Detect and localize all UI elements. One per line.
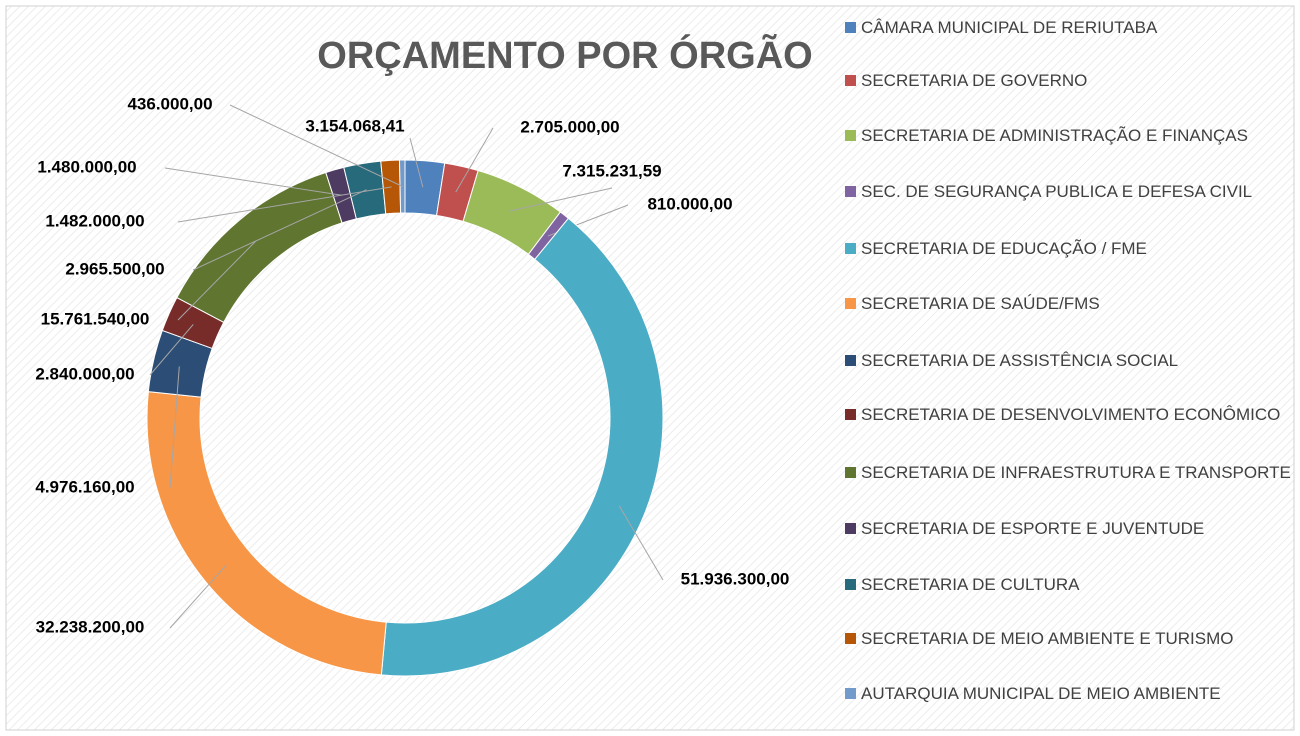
legend-entry: SECRETARIA DE INFRAESTRUTURA E TRANSPORT… xyxy=(845,459,1295,486)
legend-label: SECRETARIA DE ADMINISTRAÇÃO E FINANÇAS xyxy=(861,126,1248,145)
leader-line xyxy=(177,240,257,321)
legend-swatch xyxy=(845,186,856,197)
data-label: 2.840.000,00 xyxy=(35,364,134,383)
legend-label: SECRETARIA DE EDUCAÇÃO / FME xyxy=(861,239,1147,258)
legend-entry: SECRETARIA DE CULTURA xyxy=(845,571,1295,598)
chart-title: ORÇAMENTO POR ÓRGÃO xyxy=(317,33,812,77)
legend-label: SECRETARIA DE DESENVOLVIMENTO ECONÔMICO xyxy=(861,405,1281,424)
leader-line xyxy=(169,564,227,629)
leader-line xyxy=(169,366,180,489)
legend-swatch xyxy=(845,298,856,309)
legend-label: SECRETARIA DE ESPORTE E JUVENTUDE xyxy=(861,519,1205,538)
leader-line xyxy=(164,167,343,196)
leader-line xyxy=(509,187,613,212)
legend-label: SECRETARIA DE MEIO AMBIENTE E TURISMO xyxy=(861,629,1234,648)
data-label: 1.482.000,00 xyxy=(45,211,144,230)
leader-line xyxy=(149,324,194,376)
legend-label: SECRETARIA DE CULTURA xyxy=(861,575,1080,594)
legend-label: SECRETARIA DE INFRAESTRUTURA E TRANSPORT… xyxy=(861,463,1291,482)
data-label: 3.154.068,41 xyxy=(305,116,404,135)
legend-swatch xyxy=(845,467,856,478)
leader-line xyxy=(409,137,424,188)
legend-label: SECRETARIA DE GOVERNO xyxy=(861,71,1088,90)
data-label: 51.936.300,00 xyxy=(681,569,790,588)
leader-line xyxy=(229,104,403,187)
legend-entry: SECRETARIA DE EDUCAÇÃO / FME xyxy=(845,235,1295,262)
data-label: 2.965.500,00 xyxy=(65,259,164,278)
legend-label: AUTARQUIA MUNICIPAL DE MEIO AMBIENTE xyxy=(861,684,1221,703)
data-label: 2.705.000,00 xyxy=(520,117,619,136)
data-label: 810.000,00 xyxy=(647,194,732,213)
legend-entry: SECRETARIA DE SAÚDE/FMS xyxy=(845,290,1295,317)
leader-line xyxy=(455,127,494,193)
legend-entry: AUTARQUIA MUNICIPAL DE MEIO AMBIENTE xyxy=(845,680,1295,707)
leader-line xyxy=(177,186,392,223)
legend-swatch xyxy=(845,579,856,590)
legend-label: SECRETARIA DE ASSISTÊNCIA SOCIAL xyxy=(861,351,1179,370)
legend-swatch xyxy=(845,130,856,141)
legend-entry: SECRETARIA DE MEIO AMBIENTE E TURISMO xyxy=(845,625,1295,652)
legend-entry: SECRETARIA DE ASSISTÊNCIA SOCIAL xyxy=(845,347,1295,374)
data-label: 436.000,00 xyxy=(127,94,212,113)
data-label: 32.238.200,00 xyxy=(36,617,145,636)
donut-slice xyxy=(380,217,664,677)
legend-label: CÂMARA MUNICIPAL DE RERIUTABA xyxy=(861,18,1158,37)
legend-swatch xyxy=(845,523,856,534)
legend-swatch xyxy=(845,243,856,254)
legend-entry: SEC. DE SEGURANÇA PUBLICA E DEFESA CIVIL xyxy=(845,178,1295,205)
data-label: 1.480.000,00 xyxy=(37,157,136,176)
legend-swatch xyxy=(845,22,856,33)
legend-swatch xyxy=(845,409,856,420)
leader-line xyxy=(192,189,367,271)
legend-label: SEC. DE SEGURANÇA PUBLICA E DEFESA CIVIL xyxy=(861,182,1253,201)
legend-swatch xyxy=(845,688,856,699)
data-label: 7.315.231,59 xyxy=(562,161,661,180)
legend-entry: SECRETARIA DE GOVERNO xyxy=(845,67,1295,94)
data-label: 15.761.540,00 xyxy=(41,309,150,328)
leader-line xyxy=(618,505,664,581)
legend-swatch xyxy=(845,633,856,644)
data-label: 4.976.160,00 xyxy=(35,477,134,496)
legend-entry: SECRETARIA DE DESENVOLVIMENTO ECONÔMICO xyxy=(845,401,1295,428)
legend-swatch xyxy=(845,355,856,366)
legend-entry: SECRETARIA DE ADMINISTRAÇÃO E FINANÇAS xyxy=(845,122,1295,149)
legend-label: SECRETARIA DE SAÚDE/FMS xyxy=(861,294,1100,313)
legend-entry: CÂMARA MUNICIPAL DE RERIUTABA xyxy=(845,14,1295,41)
legend-swatch xyxy=(845,75,856,86)
legend-entry: SECRETARIA DE ESPORTE E JUVENTUDE xyxy=(845,515,1295,542)
